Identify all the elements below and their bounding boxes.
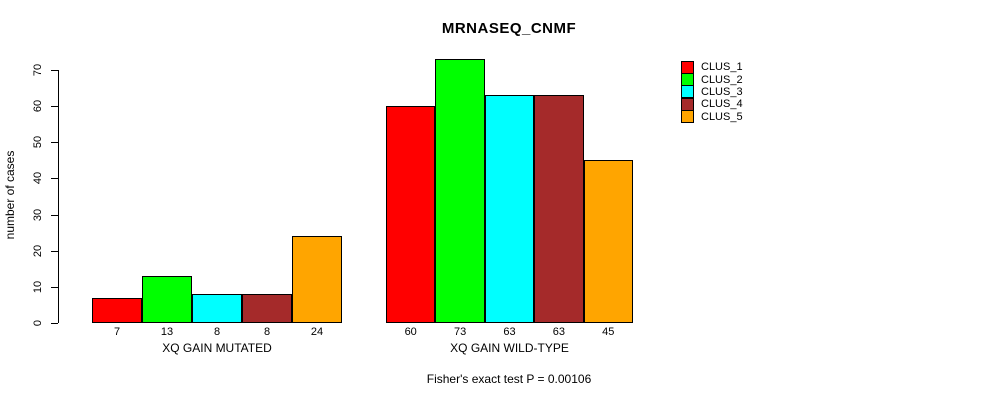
legend-label: CLUS_2 <box>701 73 743 86</box>
bar-value-label: 8 <box>263 326 271 338</box>
y-axis-tick-label: 20 <box>32 244 44 257</box>
y-axis-tick-label: 0 <box>32 319 44 327</box>
y-axis-title: number of cases <box>3 150 17 240</box>
bar-clus_5 <box>583 160 633 323</box>
bar-clus_5 <box>292 236 342 323</box>
y-axis-tick-label: 40 <box>32 172 44 185</box>
legend-swatch-clus-5 <box>681 110 694 124</box>
bar-value-label: 63 <box>552 326 565 338</box>
x-group-label-wild-type: XQ GAIN WILD-TYPE <box>450 341 569 355</box>
y-axis-tick <box>51 286 58 288</box>
legend-item-clus-5: CLUS_5 <box>681 110 743 124</box>
y-axis-tick-label: 50 <box>32 136 44 149</box>
bar-clus_4 <box>242 294 292 323</box>
x-group-label-mutated: XQ GAIN MUTATED <box>162 341 272 355</box>
y-axis-tick-label: 70 <box>32 63 44 77</box>
chart-title: MRNASEQ_CNMF <box>441 20 577 37</box>
legend-swatch-clus-3 <box>681 85 694 99</box>
bar-clus_1 <box>92 297 142 323</box>
y-axis-tick <box>51 323 58 324</box>
bar-value-label: 13 <box>160 326 174 338</box>
y-axis-tick-label: 10 <box>32 280 44 293</box>
legend-label: CLUS_1 <box>701 61 743 74</box>
fisher-test-annotation: Fisher's exact test P = 0.00106 <box>426 372 592 386</box>
bar-clus_4 <box>534 95 584 323</box>
bar-value-label: 73 <box>453 326 467 338</box>
legend-swatch-clus-4 <box>681 97 694 111</box>
y-axis-tick <box>51 70 58 72</box>
bar-value-label: 45 <box>602 326 615 338</box>
bar-clus_3 <box>192 294 242 323</box>
y-axis-tick <box>51 214 58 216</box>
bar-value-label: 7 <box>113 326 121 338</box>
bar-clus_1 <box>386 106 436 323</box>
legend-swatch-clus-2 <box>681 73 694 87</box>
y-axis-tick <box>51 250 58 252</box>
y-axis-line <box>58 70 59 323</box>
bar-value-label: 24 <box>310 326 324 338</box>
y-axis-tick <box>51 142 58 144</box>
y-axis-tick-label: 60 <box>32 100 44 113</box>
legend-item-clus-4: CLUS_4 <box>681 97 743 111</box>
y-axis-tick-label: 30 <box>32 208 44 221</box>
bar-clus_2 <box>142 276 192 323</box>
bar-value-label: 60 <box>404 326 417 338</box>
legend-swatch-clus-1 <box>681 60 694 74</box>
legend-label: CLUS_4 <box>701 98 743 111</box>
bar-clus_3 <box>484 95 535 323</box>
bar-clus_2 <box>435 59 485 323</box>
legend-label: CLUS_3 <box>701 85 743 98</box>
legend: CLUS_1 CLUS_2 CLUS_3 CLUS_4 CLUS_5 <box>681 60 743 124</box>
y-axis-tick <box>51 106 58 108</box>
legend-item-clus-3: CLUS_3 <box>681 85 743 99</box>
legend-item-clus-1: CLUS_1 <box>681 60 743 74</box>
bar-value-label: 63 <box>503 326 516 338</box>
legend-label: CLUS_5 <box>701 110 743 123</box>
y-axis-tick <box>51 178 58 180</box>
bar-value-label: 8 <box>213 326 221 338</box>
legend-item-clus-2: CLUS_2 <box>681 73 743 87</box>
